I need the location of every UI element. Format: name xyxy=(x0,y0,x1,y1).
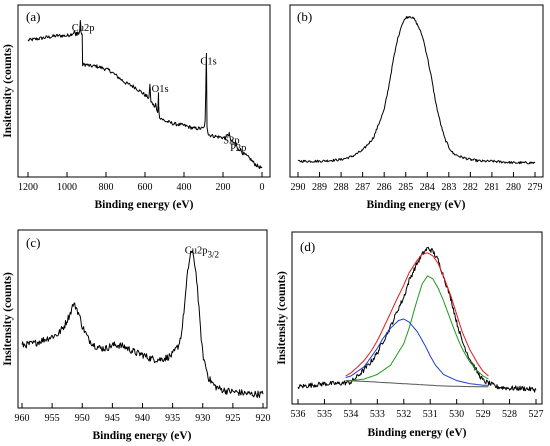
panel-d-xtick-label: 529 xyxy=(476,409,491,420)
panel-b-label: (b) xyxy=(297,9,312,24)
panel-b-xtick-label: 289 xyxy=(312,182,327,193)
panel-a-label: (a) xyxy=(26,9,40,24)
panel-d-xtick-label: 528 xyxy=(502,409,517,420)
panel-b-xtick-label: 282 xyxy=(463,182,478,193)
panel-b-series-0 xyxy=(297,16,536,165)
panel-a-xtick-label: 800 xyxy=(99,182,114,193)
panel-c-xtick-label: 930 xyxy=(195,413,210,424)
panel-b-xtick-label: 284 xyxy=(420,182,435,193)
panel-a-xtick-label: 1000 xyxy=(57,182,77,193)
panel-b-plot: 290 289 288 287 286 285 284 283 282 281 280 279 xyxy=(291,16,543,193)
panel-d-series-3 xyxy=(345,318,489,386)
panel-a-ylabel: Insitensity (counts) xyxy=(2,44,14,138)
panel-c-frame xyxy=(17,229,268,409)
panel-b-xtick-label: 281 xyxy=(484,182,499,193)
panel-a-frame xyxy=(17,4,271,178)
panel-d-ylabel: Insitensity (counts) xyxy=(276,271,288,365)
panel-a-annotation: S2p xyxy=(223,136,239,147)
panel-b-xtick-label: 288 xyxy=(334,182,349,193)
panel-d-series-2 xyxy=(345,275,489,382)
panel-c-xtick-label: 955 xyxy=(45,413,60,424)
panel-d-xtick-label: 534 xyxy=(343,409,358,420)
panel-a-xtick-label: 1200 xyxy=(18,182,38,193)
panel-c-xtick-label: 925 xyxy=(225,413,240,424)
panel-c-xtick-label: 935 xyxy=(165,413,180,424)
panel-c-series-0 xyxy=(21,250,264,399)
panel-b-xtick-label: 279 xyxy=(528,182,543,193)
panel-d: 536 535 534 533 532 531 530 529 528 527 (d) Bindi… xyxy=(276,231,544,439)
panel-c-xtick-label: 950 xyxy=(75,413,90,424)
panel-b-xtick-label: 285 xyxy=(398,182,413,193)
panel-b-xtick-label: 287 xyxy=(355,182,370,193)
panel-b-xtick-label: 283 xyxy=(441,182,456,193)
panel-d-xtick-label: 530 xyxy=(449,409,464,420)
panel-c-xlabel: Binding energy (eV) xyxy=(92,430,191,442)
panel-b-xtick-label: 286 xyxy=(377,182,392,193)
panel-d-xtick-label: 535 xyxy=(317,409,332,420)
panel-a-xtick-label: 400 xyxy=(177,182,192,193)
panel-d-series-0 xyxy=(297,246,537,393)
panel-c: 960 955 950 945 940 935 930 925 920 Cu2p3/2 (c) B… xyxy=(2,229,271,442)
panel-b-frame xyxy=(289,4,544,178)
panel-b-xlabel: Binding energy (eV) xyxy=(366,199,465,211)
panel-a-xtick-label: 200 xyxy=(216,182,231,193)
panel-d-xtick-label: 536 xyxy=(291,409,306,420)
panel-a-annotation: C1s xyxy=(200,57,216,68)
panel-b-xtick-label: 280 xyxy=(506,182,521,193)
panel-d-series-4 xyxy=(345,380,489,388)
panel-d-label: (d) xyxy=(300,239,315,254)
panel-d-frame xyxy=(291,231,543,405)
panel-a-series-0 xyxy=(27,20,263,170)
panel-b-xtick-label: 290 xyxy=(291,182,306,193)
panel-d-xtick-label: 531 xyxy=(423,409,438,420)
panel-a-annotation: Cu2p xyxy=(72,23,95,34)
panel-c-xtick-label: 960 xyxy=(15,413,30,424)
panel-a-xtick-label: 0 xyxy=(260,182,265,193)
panel-c-annotation: Cu2p3/2 xyxy=(185,245,219,259)
panel-c-label: (c) xyxy=(26,235,40,250)
panel-a-xtick-label: 600 xyxy=(138,182,153,193)
panel-c-ylabel: Insitensity (counts) xyxy=(2,272,14,366)
panel-d-xtick-label: 532 xyxy=(396,409,411,420)
panel-d-xlabel: Binding energy (eV) xyxy=(367,427,466,439)
panel-c-xtick-label: 940 xyxy=(135,413,150,424)
panel-d-xtick-label: 527 xyxy=(529,409,544,420)
panel-c-plot: 960 955 950 945 940 935 930 925 920 Cu2p3/2 xyxy=(15,245,271,424)
panel-a-xlabel: Binding energy (eV) xyxy=(94,199,193,211)
panel-d-plot: 536 535 534 533 532 531 530 529 528 527 xyxy=(291,246,544,420)
panel-a-annotation: P2p xyxy=(230,143,246,154)
panel-d-xtick-label: 533 xyxy=(370,409,385,420)
panel-c-xtick-label: 920 xyxy=(256,413,271,424)
panel-a-annotation: O1s xyxy=(152,84,169,95)
panel-c-xtick-label: 945 xyxy=(105,413,120,424)
panel-b: 290 289 288 287 286 285 284 283 282 281 280 279 (b)… xyxy=(289,4,544,211)
panel-d-series-1 xyxy=(345,252,489,377)
